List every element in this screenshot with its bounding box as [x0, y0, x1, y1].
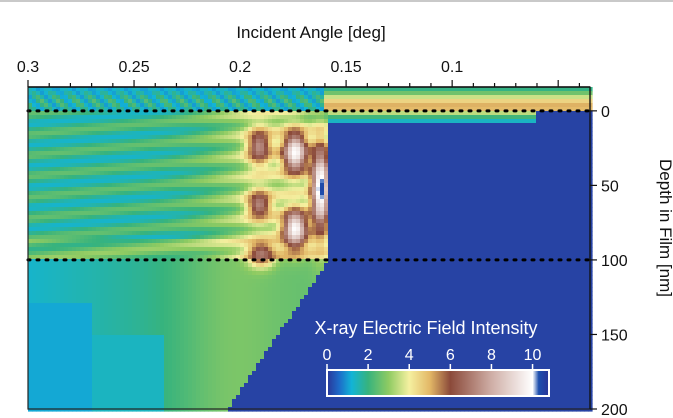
colorbar-tick-label: 8	[487, 347, 496, 364]
y-axis-title: Depth in Film [nm]	[656, 159, 673, 297]
colorbar-title: X-ray Electric Field Intensity	[314, 318, 537, 338]
y-tick-label: 100	[601, 253, 628, 270]
top-rule	[0, 0, 673, 2]
colorbar-tick-label: 0	[323, 347, 332, 364]
y-tick-label: 0	[601, 104, 610, 121]
x-tick-label: 0.3	[17, 59, 39, 76]
colorbar-tick-label: 2	[364, 347, 373, 364]
y-tick-label: 50	[601, 178, 619, 195]
colorbar-tick-label: 6	[446, 347, 455, 364]
y-tick-label: 150	[601, 327, 628, 344]
x-axis-title: Incident Angle [deg]	[236, 23, 385, 42]
x-tick-label: 0.2	[229, 59, 251, 76]
x-tick-label: 0.25	[118, 59, 149, 76]
x-tick-label: 0.1	[441, 59, 463, 76]
colorbar-tick-label: 4	[405, 347, 414, 364]
heatmap-grid	[28, 87, 593, 412]
colorbar: 0 2 4 6 8 10 X-ray Electric Field Intensity	[314, 318, 550, 397]
colorbar-tick-label: 10	[524, 347, 542, 364]
x-tick-label: 0.15	[331, 59, 362, 76]
colorbar-frame	[326, 369, 550, 397]
y-tick-label: 200	[601, 402, 628, 418]
